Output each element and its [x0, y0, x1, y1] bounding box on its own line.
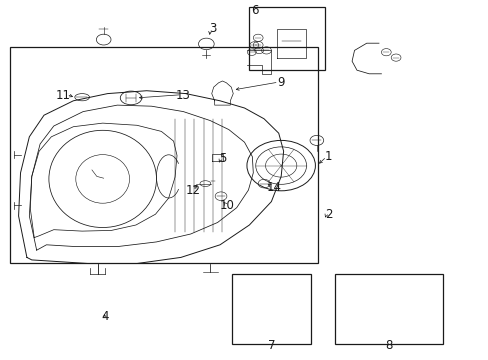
Text: 12: 12 — [185, 184, 200, 197]
Text: 13: 13 — [176, 89, 190, 102]
Text: 7: 7 — [267, 339, 275, 352]
Bar — [232, 274, 310, 344]
Text: 5: 5 — [218, 152, 226, 165]
Text: 1: 1 — [324, 150, 332, 163]
Text: 10: 10 — [220, 199, 234, 212]
Text: 6: 6 — [251, 4, 259, 17]
Text: 4: 4 — [101, 310, 109, 323]
Bar — [249, 7, 325, 70]
Text: 2: 2 — [324, 208, 332, 221]
Bar — [10, 47, 317, 263]
Text: 11: 11 — [56, 89, 71, 102]
Bar — [334, 274, 442, 344]
Text: 3: 3 — [208, 22, 216, 35]
Text: 8: 8 — [384, 339, 392, 352]
Text: 14: 14 — [266, 181, 281, 194]
Text: 9: 9 — [277, 76, 285, 89]
